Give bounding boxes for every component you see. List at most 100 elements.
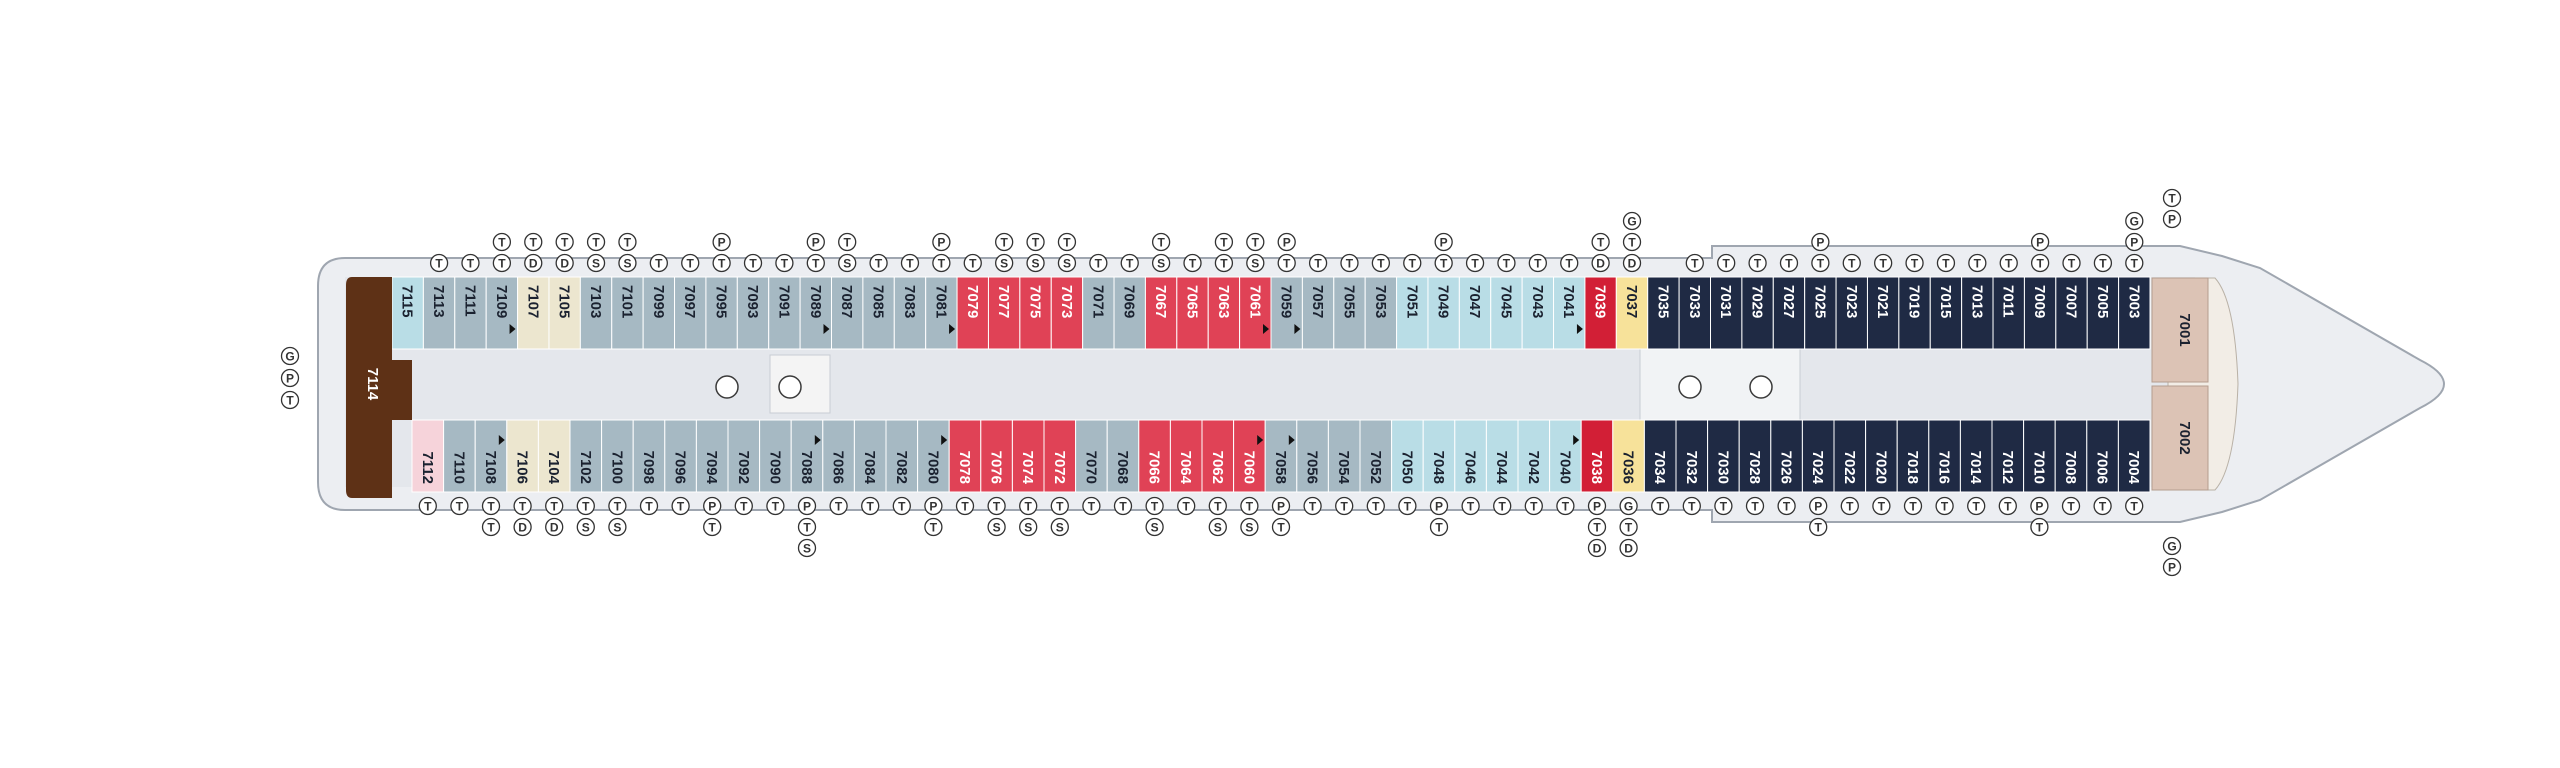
cabin-7110-symbol-0-letter: T: [456, 499, 464, 513]
cabin-7079[interactable]: [956, 276, 989, 350]
cabin-7057[interactable]: [1301, 276, 1335, 350]
cabin-7091[interactable]: [768, 276, 801, 350]
suite-fwd-7001[interactable]: [2151, 277, 2209, 383]
cabin-7090[interactable]: [759, 419, 792, 493]
cabin-7103[interactable]: [579, 276, 613, 350]
cabin-7063[interactable]: [1207, 276, 1241, 350]
cabin-7003[interactable]: [2118, 276, 2151, 350]
cabin-7040[interactable]: [1549, 419, 1582, 493]
cabin-7115[interactable]: [391, 276, 424, 350]
cabin-7025[interactable]: [1804, 276, 1837, 350]
cabin-7005-symbol-0: T: [2093, 253, 2113, 273]
cabin-7007[interactable]: [2055, 276, 2088, 350]
cabin-7085[interactable]: [862, 276, 895, 350]
cabin-7006[interactable]: [2086, 419, 2119, 493]
cabin-7020[interactable]: [1865, 419, 1898, 493]
cabin-7012[interactable]: [1991, 419, 2025, 493]
cabin-7029[interactable]: [1741, 276, 1774, 350]
cabin-7009[interactable]: [2023, 276, 2057, 350]
cabin-7073[interactable]: [1050, 276, 1084, 350]
cabin-7044[interactable]: [1485, 419, 1519, 493]
cabin-7086[interactable]: [822, 419, 855, 493]
cabin-7084-symbol-0: T: [861, 496, 880, 516]
cabin-7074[interactable]: [1011, 419, 1045, 493]
cabin-7003-symbol-1: P: [2125, 232, 2144, 252]
cabin-7016[interactable]: [1928, 419, 1961, 493]
cabin-7061[interactable]: [1239, 276, 1272, 350]
cabin-7077[interactable]: [987, 276, 1021, 350]
cabin-7034[interactable]: [1643, 419, 1677, 493]
cabin-7107-symbol-0: T: [524, 232, 543, 252]
cabin-7056[interactable]: [1296, 419, 1329, 493]
suite-fwd-7002[interactable]: [2151, 385, 2209, 491]
cabin-7110[interactable]: [443, 419, 476, 493]
cabin-7055[interactable]: [1333, 276, 1366, 350]
cabin-number-7066: 7066: [1146, 451, 1163, 484]
cabin-7041[interactable]: [1553, 276, 1586, 350]
cabin-7078[interactable]: [948, 419, 982, 493]
cabin-7027[interactable]: [1772, 276, 1806, 350]
cabin-7059[interactable]: [1270, 276, 1303, 350]
cabin-7064[interactable]: [1169, 419, 1203, 493]
cabin-7037-symbol-1: T: [1622, 232, 1642, 252]
cabin-7053[interactable]: [1364, 276, 1398, 350]
cabin-7023[interactable]: [1835, 276, 1868, 350]
cabin-7112[interactable]: [411, 419, 445, 493]
cabin-7065[interactable]: [1176, 276, 1209, 350]
cabin-7046[interactable]: [1454, 419, 1487, 493]
cabin-7060[interactable]: [1233, 419, 1266, 493]
cabin-7062[interactable]: [1201, 419, 1235, 493]
cabin-7072[interactable]: [1043, 419, 1077, 493]
cabin-7003-symbol-2-letter: T: [2131, 256, 2139, 270]
suite-aft-7114[interactable]: [346, 277, 412, 498]
cabin-7100[interactable]: [601, 419, 634, 493]
cabin-7049[interactable]: [1427, 276, 1460, 350]
cabin-7068[interactable]: [1106, 419, 1140, 493]
cabin-7033[interactable]: [1678, 276, 1712, 350]
cabin-7066[interactable]: [1138, 419, 1171, 493]
cabin-7052[interactable]: [1359, 419, 1393, 493]
cabin-7015[interactable]: [1929, 276, 1963, 350]
cabin-7047[interactable]: [1458, 276, 1492, 350]
cabin-7054[interactable]: [1327, 419, 1361, 493]
cabin-7058[interactable]: [1264, 419, 1298, 493]
cabin-7080[interactable]: [917, 419, 950, 493]
cabin-7106[interactable]: [506, 419, 539, 493]
cabin-7036[interactable]: [1612, 419, 1645, 493]
cabin-7070[interactable]: [1075, 419, 1108, 493]
cabin-7087[interactable]: [831, 276, 864, 350]
cabin-7075[interactable]: [1019, 276, 1052, 350]
cabin-7109[interactable]: [485, 276, 519, 350]
cabin-7042[interactable]: [1517, 419, 1551, 493]
cabin-7014[interactable]: [1959, 419, 1993, 493]
cabin-7043[interactable]: [1521, 276, 1555, 350]
cabin-7069[interactable]: [1113, 276, 1146, 350]
cabin-7031[interactable]: [1710, 276, 1743, 350]
cabin-7088[interactable]: [790, 419, 824, 493]
cabin-7089[interactable]: [799, 276, 832, 350]
cabin-7050[interactable]: [1391, 419, 1424, 493]
cabin-7011[interactable]: [1992, 276, 2025, 350]
cabin-7019[interactable]: [1898, 276, 1931, 350]
cabin-7022[interactable]: [1833, 419, 1867, 493]
cabin-number-7081: 7081: [932, 285, 949, 318]
cabin-7099[interactable]: [642, 276, 676, 350]
cabin-7071[interactable]: [1082, 276, 1115, 350]
cabin-7039[interactable]: [1584, 276, 1617, 350]
cabin-7107[interactable]: [517, 276, 550, 350]
cabin-7018[interactable]: [1896, 419, 1930, 493]
cabin-7010[interactable]: [2023, 419, 2056, 493]
cabin-7096[interactable]: [664, 419, 697, 493]
cabin-7038[interactable]: [1580, 419, 1614, 493]
cabin-7084[interactable]: [853, 419, 887, 493]
cabin-7037[interactable]: [1615, 276, 1649, 350]
cabin-7019-symbol-0: T: [1905, 253, 1924, 273]
cabin-7004[interactable]: [2117, 419, 2151, 493]
cabin-7104[interactable]: [537, 419, 571, 493]
cabin-7113[interactable]: [422, 276, 456, 350]
cabin-7028[interactable]: [1738, 419, 1772, 493]
cabin-7013[interactable]: [1961, 276, 1994, 350]
cabin-7030[interactable]: [1707, 419, 1740, 493]
cabin-7008[interactable]: [2054, 419, 2088, 493]
cabin-7095[interactable]: [705, 276, 738, 350]
